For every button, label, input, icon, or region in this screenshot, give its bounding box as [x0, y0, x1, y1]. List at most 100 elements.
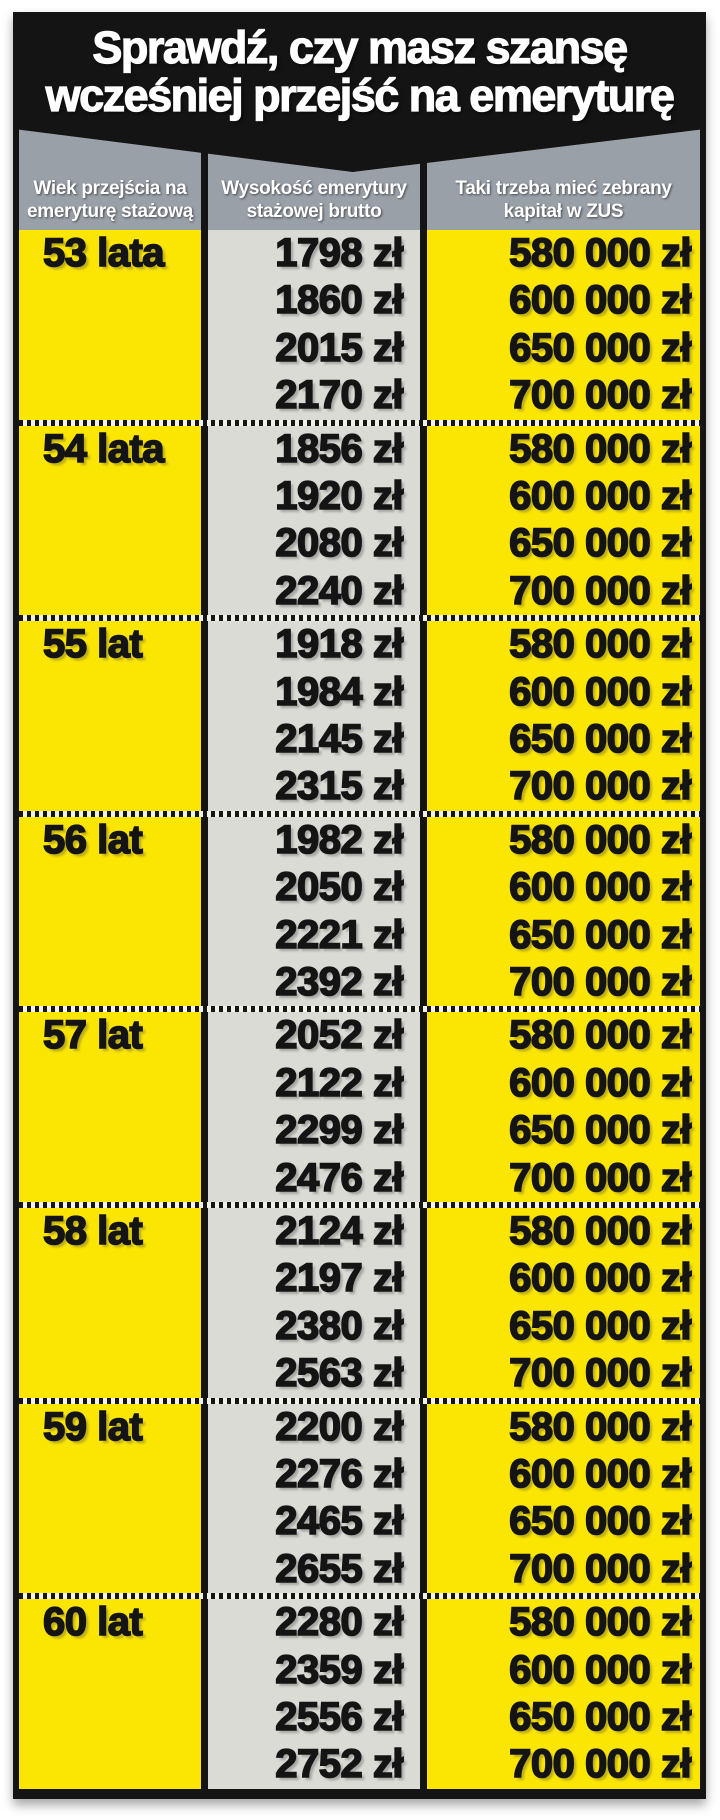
pension-value: 2240 zł	[274, 568, 404, 614]
pension-value: 2476 zł	[274, 1155, 404, 1201]
pension-value: 2315 zł	[274, 764, 404, 810]
capital-value: 700 000 zł	[508, 568, 692, 614]
capital-value: 700 000 zł	[508, 1155, 692, 1201]
pension-value: 2015 zł	[274, 325, 404, 371]
age-group: 56 lat 1982 zł 2050 zł 2221 zł 2392 zł 580 00…	[19, 816, 700, 1007]
group-separator	[19, 810, 700, 817]
capital-value: 580 000 zł	[508, 426, 692, 472]
pension-value: 2276 zł	[274, 1451, 404, 1497]
capital-value: 650 000 zł	[508, 716, 692, 762]
group-separator	[19, 1593, 700, 1600]
age-column-cell: 54 lata	[19, 425, 201, 616]
capital-column-cell: 580 000 zł 600 000 zł 650 000 zł 700 000 zł	[427, 1207, 700, 1398]
age-column-cell: 60 lat	[19, 1599, 201, 1789]
age-label: 53 lata	[42, 230, 165, 276]
pension-value: 1920 zł	[274, 473, 404, 519]
capital-column-cell: 580 000 zł 600 000 zł 650 000 zł 700 000 zł	[427, 1599, 700, 1789]
group-separator	[19, 419, 700, 426]
capital-value: 650 000 zł	[508, 1499, 692, 1545]
pension-column-cell: 1982 zł 2050 zł 2221 zł 2392 zł	[208, 816, 420, 1007]
capital-column-cell: 580 000 zł 600 000 zł 650 000 zł 700 000 zł	[427, 1012, 700, 1202]
capital-value: 600 000 zł	[508, 1060, 692, 1106]
capital-value: 700 000 zł	[508, 372, 692, 418]
age-group: 55 lat 1918 zł 1984 zł 2145 zł 2315 zł 580 00…	[19, 621, 700, 811]
capital-column-cell: 580 000 zł 600 000 zł 650 000 zł 700 000 zł	[427, 425, 700, 616]
capital-value: 650 000 zł	[508, 521, 692, 567]
capital-value: 600 000 zł	[508, 1451, 692, 1497]
capital-value: 580 000 zł	[508, 817, 692, 863]
pension-value: 1860 zł	[274, 278, 404, 324]
capital-value: 650 000 zł	[508, 1107, 692, 1153]
age-column-cell: 59 lat	[19, 1403, 201, 1594]
age-column-cell: 58 lat	[19, 1207, 201, 1398]
poster-title-line1: Sprawdź, czy masz szansę	[92, 22, 629, 73]
retirement-infographic: Sprawdź, czy masz szansę wcześniej przej…	[13, 12, 706, 1799]
table-header: Sprawdź, czy masz szansę wcześniej przej…	[19, 12, 700, 230]
capital-value: 600 000 zł	[508, 669, 692, 715]
capital-value: 580 000 zł	[508, 1208, 692, 1254]
pension-value: 2052 zł	[274, 1013, 404, 1059]
capital-column-cell: 580 000 zł 600 000 zł 650 000 zł 700 000 zł	[427, 816, 700, 1007]
age-group: 58 lat 2124 zł 2197 zł 2380 zł 2563 zł 580 00…	[19, 1207, 700, 1398]
pension-value: 2380 zł	[274, 1303, 404, 1349]
pension-value: 2200 zł	[274, 1404, 404, 1450]
capital-value: 580 000 zł	[508, 1599, 692, 1645]
age-group: 54 lata 1856 zł 1920 zł 2080 zł 2240 zł 580 0…	[19, 425, 700, 616]
pension-value: 2359 zł	[274, 1647, 404, 1693]
age-label: 58 lat	[42, 1208, 143, 1254]
capital-column-cell: 580 000 zł 600 000 zł 650 000 zł 700 000 zł	[427, 1403, 700, 1594]
capital-value: 580 000 zł	[508, 230, 692, 276]
age-group: 53 lata 1798 zł 1860 zł 2015 zł 2170 zł 580 0…	[19, 230, 700, 420]
pension-column-cell: 2280 zł 2359 zł 2556 zł 2752 zł	[208, 1599, 420, 1789]
pension-value: 1856 zł	[274, 426, 404, 472]
pension-value: 2465 zł	[274, 1499, 404, 1545]
pension-value: 2280 zł	[274, 1599, 404, 1645]
pension-column-cell: 2052 zł 2122 zł 2299 zł 2476 zł	[208, 1012, 420, 1202]
pension-value: 2080 zł	[274, 521, 404, 567]
age-column-cell: 55 lat	[19, 621, 201, 811]
group-separator	[19, 1006, 700, 1013]
pension-value: 1984 zł	[274, 669, 404, 715]
capital-value: 650 000 zł	[508, 912, 692, 958]
pension-value: 1982 zł	[274, 817, 404, 863]
capital-value: 700 000 zł	[508, 764, 692, 810]
capital-value: 700 000 zł	[508, 959, 692, 1005]
age-label: 59 lat	[42, 1404, 143, 1450]
capital-value: 600 000 zł	[508, 473, 692, 519]
pension-column-cell: 2124 zł 2197 zł 2380 zł 2563 zł	[208, 1207, 420, 1398]
pension-value: 2050 zł	[274, 864, 404, 910]
age-column-cell: 53 lata	[19, 230, 201, 420]
pension-value: 2124 zł	[274, 1208, 404, 1254]
age-label: 56 lat	[42, 817, 143, 863]
capital-value: 650 000 zł	[508, 1694, 692, 1740]
pension-value: 1798 zł	[274, 230, 404, 276]
pension-value: 2170 zł	[274, 372, 404, 418]
pension-value: 2563 zł	[274, 1350, 404, 1396]
group-separator	[19, 615, 700, 622]
age-label: 57 lat	[42, 1013, 143, 1059]
age-column-cell: 56 lat	[19, 816, 201, 1007]
age-column-cell: 57 lat	[19, 1012, 201, 1202]
capital-column-cell: 580 000 zł 600 000 zł 650 000 zł 700 000 zł	[427, 621, 700, 811]
capital-value: 700 000 zł	[508, 1742, 692, 1788]
pension-column-cell: 2200 zł 2276 zł 2465 zł 2655 zł	[208, 1403, 420, 1594]
pension-column-cell: 1918 zł 1984 zł 2145 zł 2315 zł	[208, 621, 420, 811]
pension-value: 2556 zł	[274, 1694, 404, 1740]
group-separator	[19, 1397, 700, 1404]
capital-value: 600 000 zł	[508, 1256, 692, 1302]
capital-value: 580 000 zł	[508, 621, 692, 667]
age-group: 60 lat 2280 zł 2359 zł 2556 zł 2752 zł 580 00…	[19, 1599, 700, 1789]
pension-value: 2752 zł	[274, 1742, 404, 1788]
poster-title-line2: wcześniej przejść na emeryturę	[45, 69, 676, 121]
capital-value: 580 000 zł	[508, 1404, 692, 1450]
age-group: 59 lat 2200 zł 2276 zł 2465 zł 2655 zł 580 00…	[19, 1403, 700, 1594]
pension-value: 2221 zł	[274, 912, 404, 958]
capital-value: 600 000 zł	[508, 1647, 692, 1693]
pension-value: 2122 zł	[274, 1060, 404, 1106]
capital-column-cell: 580 000 zł 600 000 zł 650 000 zł 700 000 zł	[427, 230, 700, 420]
capital-value: 650 000 zł	[508, 325, 692, 371]
capital-value: 650 000 zł	[508, 1303, 692, 1349]
pension-value: 2197 zł	[274, 1256, 404, 1302]
pension-value: 2145 zł	[274, 716, 404, 762]
capital-value: 580 000 zł	[508, 1013, 692, 1059]
